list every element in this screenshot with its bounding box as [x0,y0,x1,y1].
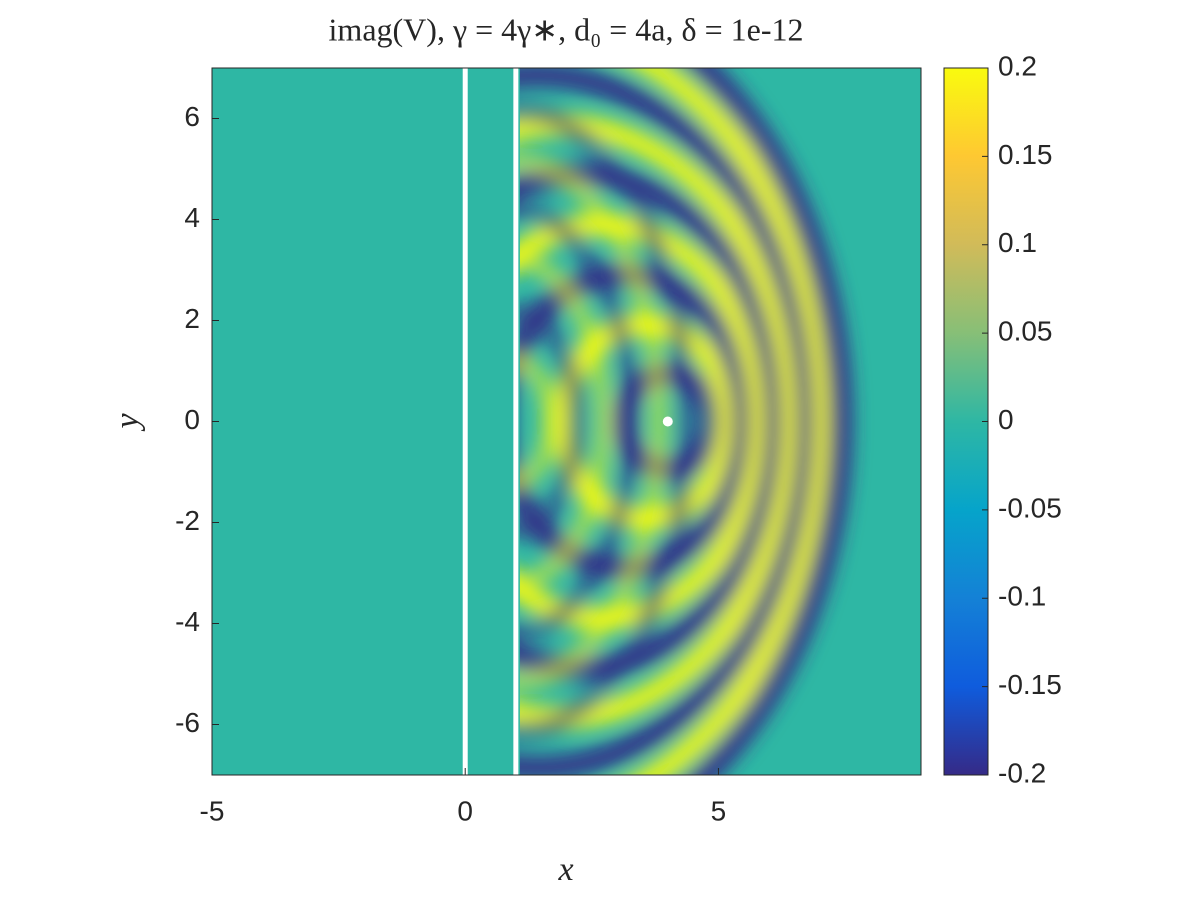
wave-ring [519,162,789,681]
wave-ring [519,302,586,541]
colorbar-tick-label: -0.15 [998,669,1062,700]
y-tick-label: -4 [175,606,200,637]
x-tick-label: 5 [711,795,727,826]
colorbar-tick-label: 0.1 [998,227,1037,258]
wave-ring [519,202,641,641]
y-axis-label: y [109,413,146,432]
y-tick-label: -6 [175,707,200,738]
field [212,68,921,775]
colorbar [943,67,989,776]
y-tick-label: 6 [184,101,200,132]
colorbar-tick-label: 0.2 [998,50,1037,81]
wave-ring [519,352,558,491]
colorbar-tick-label: -0.1 [998,581,1046,612]
y-tick-label: 0 [184,404,200,435]
wave-ring [519,262,757,581]
x-axis-label: x [557,851,573,888]
y-tick-label: -2 [175,505,200,536]
colorbar-tick-label: -0.2 [998,757,1046,788]
x-tick-label: 0 [457,795,473,826]
y-tick-label: 2 [184,303,200,334]
colorbar-tick-label: 0 [998,404,1014,435]
y-tick-label: 4 [184,202,200,233]
colorbar-tick-label: 0.05 [998,316,1053,347]
colorbar-tick-label: -0.05 [998,492,1062,523]
wave-ring [519,252,613,591]
wave-ring [519,68,821,775]
wave-ring [631,68,837,775]
wave-ring [519,152,668,691]
wave-ring [687,68,853,775]
x-tick-label: -5 [200,795,225,826]
colorbar-tick-label: 0.15 [998,139,1053,170]
field-pattern [519,68,853,775]
chart-title: imag(V), γ = 4γ∗, d₀ = 4a, δ = 1e-12 [329,11,804,47]
wave-ring [519,102,696,741]
source-marker [662,416,673,427]
